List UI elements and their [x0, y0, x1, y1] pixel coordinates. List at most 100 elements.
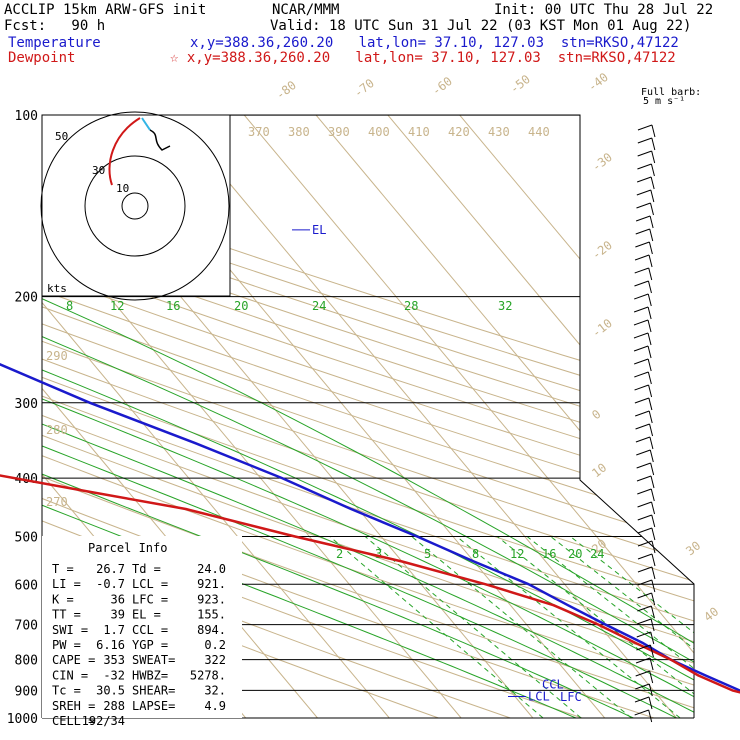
wind-barb: [651, 124, 656, 138]
wind-barb-flag: [637, 488, 652, 495]
wind-barb-flag: [636, 644, 651, 651]
parcel-info-value: CIN =: [52, 668, 88, 682]
wind-barb-flag: [634, 371, 649, 378]
potential-temp-left-label: 280: [46, 423, 68, 437]
parcel-info-value: SREH =: [52, 699, 95, 713]
forecast-hour: Fcst: 90 h: [4, 18, 106, 34]
dry-adiabat: [42, 115, 694, 718]
wind-barb: [649, 202, 654, 216]
parcel-info-value: 32.: [204, 684, 226, 698]
wind-barb: [651, 566, 656, 580]
parcel-info-value: Td =: [132, 562, 161, 576]
wind-barb: [650, 488, 655, 502]
valid-time: Valid: 18 UTC Sun 31 Jul 22 (03 KST Mon …: [270, 18, 692, 34]
hodo-ring-label: 10: [116, 182, 129, 195]
wind-barb-flag: [634, 267, 649, 274]
mixing-ratio-line: [570, 536, 694, 718]
potential-temp-label: 420: [448, 125, 470, 139]
pressure-tick-label: 800: [15, 654, 38, 669]
institution-label: NCAR/MMM: [272, 2, 340, 18]
wind-barb-flag: [636, 462, 651, 469]
mixing-ratio-lower-label: 8: [472, 547, 479, 561]
dry-adiabat: [42, 115, 694, 718]
wind-barb: [650, 475, 655, 489]
isotherm-line: [459, 115, 694, 718]
mixing-ratio-upper-label: 24: [312, 299, 326, 313]
dewpoint-location: ☆ x,y=388.36,260.20 lat,lon= 37.10, 127.…: [170, 50, 676, 66]
isotherm-top-label: -50: [507, 72, 533, 96]
potential-temp-label: 370: [248, 125, 270, 139]
isotherm-top-label: -40: [585, 70, 611, 94]
parcel-info-value: CELL =: [52, 714, 95, 728]
wind-barb: [647, 280, 652, 294]
pressure-tick-label: 700: [15, 619, 38, 634]
parcel-info-value: Tc =: [52, 684, 81, 698]
wind-barb-flag: [633, 306, 649, 313]
parcel-info-value: K =: [52, 592, 74, 606]
wind-barb: [648, 696, 653, 710]
dry-adiabat: [42, 115, 694, 718]
wind-barb: [651, 579, 656, 593]
isotherm-right-label: -10: [589, 316, 615, 340]
wind-barb-flag: [637, 553, 653, 560]
potential-temp-label: 440: [528, 125, 550, 139]
potential-temp-left-label: 290: [46, 349, 68, 363]
wind-barb-flag: [637, 150, 652, 157]
barb-key-line1: Full barb:: [641, 87, 701, 98]
mixing-ratio-line: [550, 536, 694, 718]
temperature-profile: [0, 363, 740, 692]
wind-barb-flag: [635, 657, 651, 664]
wind-barb: [651, 553, 656, 567]
wind-barb-flag: [634, 358, 649, 365]
isotherm-top-label: -60: [429, 74, 455, 98]
barb-key-line2: 5 m s⁻¹: [643, 96, 685, 107]
dry-adiabat: [42, 115, 694, 718]
pressure-tick-label: 100: [15, 109, 38, 124]
mixing-ratio-lower-label: 20: [568, 547, 582, 561]
parcel-info-value: TT =: [52, 608, 81, 622]
mixing-ratio-line: [456, 536, 681, 718]
dry-adiabat: [42, 115, 694, 718]
wind-barb-flag: [635, 215, 651, 222]
parcel-info-value: -0.7: [96, 577, 125, 591]
dry-adiabat: [42, 115, 694, 718]
wind-barb: [649, 657, 654, 671]
model-title: ACCLIP 15km ARW-GFS init: [4, 2, 207, 18]
wind-barb: [650, 605, 655, 619]
wind-barb: [651, 592, 656, 606]
hodo-ring-label: 30: [92, 164, 105, 177]
potential-temp-label: 410: [408, 125, 430, 139]
wind-barb-flag: [636, 618, 652, 625]
ccl-annotation: CCL: [542, 678, 564, 692]
parcel-info-value: 36: [111, 592, 125, 606]
mixing-ratio-line: [329, 536, 544, 718]
potential-temp-label: 400: [368, 125, 390, 139]
wind-barb: [647, 319, 652, 333]
isotherm-line: [42, 115, 390, 718]
hodo-ring-label: 50: [55, 130, 68, 143]
parcel-info-value: 894.: [197, 623, 226, 637]
temperature-location: x,y=388.36,260.20 lat,lon= 37.10, 127.03…: [190, 35, 679, 51]
wind-barb: [651, 137, 656, 151]
mixing-ratio-upper-label: 12: [110, 299, 124, 313]
wind-barb-flag: [635, 670, 650, 677]
hodo-trace-low: [108, 117, 141, 186]
wind-barb: [648, 410, 653, 424]
wind-barb: [651, 527, 656, 541]
wind-barb-flag: [634, 397, 650, 404]
potential-temp-label: 430: [488, 125, 510, 139]
wind-barb: [650, 163, 655, 177]
wind-barb-flag: [637, 566, 653, 573]
parcel-info-value: 353: [103, 653, 125, 667]
isotherm-line: [315, 115, 694, 718]
wind-barb-flag: [634, 254, 650, 261]
potential-temp-left-label: 270: [46, 495, 68, 509]
pressure-tick-label: 200: [15, 291, 38, 306]
wind-barb: [647, 358, 652, 372]
parcel-info-value: 39: [111, 608, 125, 622]
wind-barb-flag: [633, 319, 649, 326]
isotherm-line: [42, 115, 462, 718]
dry-adiabat: [42, 115, 694, 718]
wind-barb-flag: [635, 241, 650, 248]
